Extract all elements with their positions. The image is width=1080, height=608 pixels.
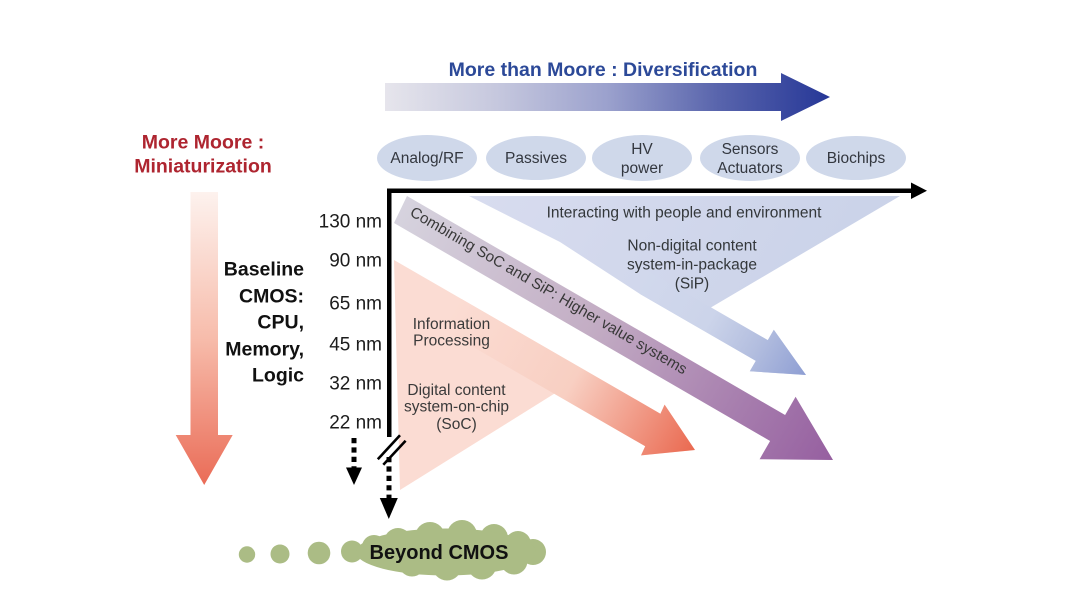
svg-text:HV: HV	[631, 141, 653, 158]
svg-text:(SiP): (SiP)	[675, 275, 709, 292]
svg-text:Biochips: Biochips	[827, 150, 886, 167]
svg-text:More Moore :: More Moore :	[142, 132, 264, 154]
svg-text:45 nm: 45 nm	[329, 335, 382, 356]
svg-text:Non-digital content: Non-digital content	[627, 237, 757, 254]
svg-text:Passives: Passives	[505, 150, 567, 167]
svg-text:system-in-package: system-in-package	[627, 256, 757, 273]
svg-text:Information: Information	[413, 316, 491, 333]
svg-text:Processing: Processing	[413, 333, 490, 350]
svg-text:CMOS:: CMOS:	[239, 286, 304, 308]
svg-text:More than Moore : Diversificat: More than Moore : Diversification	[449, 59, 758, 81]
svg-text:CPU,: CPU,	[257, 312, 304, 334]
svg-text:Analog/RF: Analog/RF	[390, 150, 463, 167]
svg-text:32 nm: 32 nm	[329, 374, 382, 395]
svg-text:(SoC): (SoC)	[436, 416, 476, 433]
svg-text:Memory,: Memory,	[225, 339, 304, 361]
svg-text:Logic: Logic	[252, 365, 304, 387]
svg-text:Actuators: Actuators	[717, 160, 783, 177]
svg-text:power: power	[621, 160, 663, 177]
svg-text:Miniaturization: Miniaturization	[134, 156, 272, 178]
svg-text:22 nm: 22 nm	[329, 413, 382, 434]
svg-text:Beyond CMOS: Beyond CMOS	[370, 542, 509, 564]
svg-text:130 nm: 130 nm	[319, 212, 382, 233]
svg-text:system-on-chip: system-on-chip	[404, 399, 509, 416]
svg-text:Interacting with people and en: Interacting with people and environment	[547, 205, 823, 222]
svg-text:Digital content: Digital content	[407, 382, 506, 399]
svg-text:Sensors: Sensors	[722, 141, 779, 158]
svg-text:65 nm: 65 nm	[329, 294, 382, 315]
svg-text:Baseline: Baseline	[224, 259, 304, 281]
svg-text:90 nm: 90 nm	[329, 251, 382, 272]
